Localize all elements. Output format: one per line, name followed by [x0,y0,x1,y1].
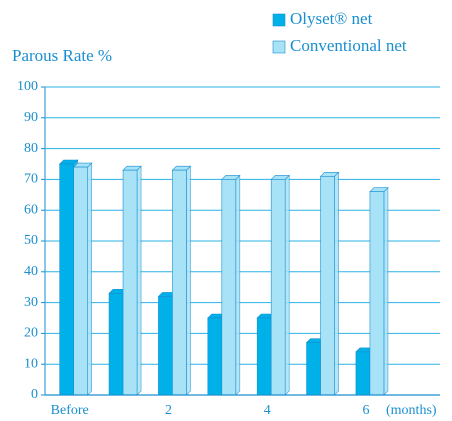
bar-side [87,162,92,396]
bar-side [284,174,290,396]
y-tick-label: 30 [24,295,38,310]
bar [221,179,237,396]
bar [108,293,124,396]
legend-label: Olyset® net [290,9,373,28]
y-tick-label: 90 [24,110,38,125]
y-tick-label: 0 [31,387,38,402]
bar [207,317,223,396]
chart-title: Parous Rate % [12,46,112,65]
bar [256,317,272,396]
bar [122,169,138,396]
bar [306,342,321,396]
bar-side [383,186,389,396]
bar [369,191,385,396]
y-tick-label: 40 [24,264,38,279]
y-tick-label: 20 [24,326,38,341]
x-tick-label: 4 [264,403,271,418]
bar [73,166,88,396]
legend-swatch [272,13,286,27]
x-tick-label: 2 [165,403,172,418]
y-tick-label: 100 [17,79,38,94]
bar [59,163,74,396]
y-tick-label: 70 [24,172,38,187]
bar [355,351,371,396]
bar-side [334,171,339,396]
x-tick-label: Before [51,403,89,418]
y-tick-label: 50 [24,233,38,248]
x-tick-label: 6 [362,403,369,418]
bar [158,296,173,396]
x-axis-label: (months) [386,403,437,418]
legend-swatch [272,40,286,54]
y-tick-label: 80 [24,141,38,156]
bar-side [186,165,191,396]
legend-label: Conventional net [290,36,407,55]
y-tick-label: 60 [24,202,38,217]
bar [172,169,187,396]
y-tick-label: 10 [24,356,38,371]
bar-side [136,165,142,396]
bar [270,179,286,396]
bar-side [235,174,241,396]
bar [320,176,335,396]
